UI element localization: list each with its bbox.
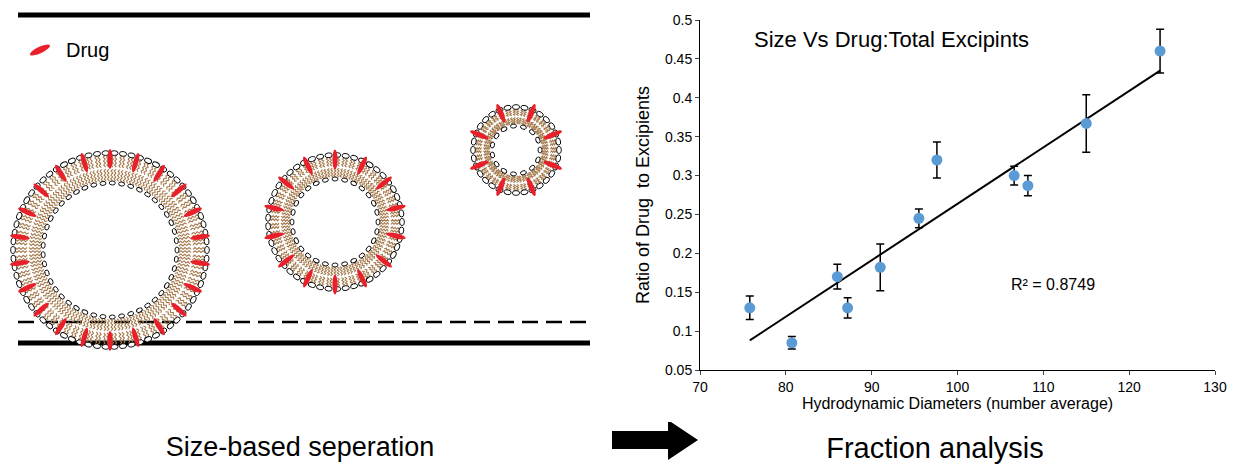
svg-text:0.15: 0.15 [665,284,692,300]
svg-text:0.35: 0.35 [665,129,692,145]
svg-text:Ratio of Drug to Excipients: Ratio of Drug to Excipients [633,86,653,304]
svg-text:70: 70 [692,379,708,395]
svg-text:0.5: 0.5 [673,12,693,28]
svg-text:100: 100 [946,379,970,395]
svg-text:0.45: 0.45 [665,51,692,67]
svg-text:0.05: 0.05 [665,362,692,378]
svg-text:110: 110 [1032,379,1055,395]
svg-text:0.25: 0.25 [665,206,692,222]
svg-text:130: 130 [1203,379,1227,395]
svg-text:Hydrodynamic Diameters (number: Hydrodynamic Diameters (number average) [802,395,1113,412]
svg-text:Size Vs Drug:Total Excipints: Size Vs Drug:Total Excipints [754,27,1029,52]
svg-text:Size-based seperation: Size-based seperation [166,432,435,462]
svg-text:Fraction analysis: Fraction analysis [826,432,1044,464]
svg-text:0.2: 0.2 [673,245,693,261]
svg-text:0.3: 0.3 [673,167,693,183]
svg-text:90: 90 [864,379,880,395]
svg-text:120: 120 [1117,379,1141,395]
svg-text:R² = 0.8749: R² = 0.8749 [1011,276,1095,293]
svg-text:80: 80 [778,379,794,395]
svg-text:0.1: 0.1 [673,323,693,339]
svg-text:Drug: Drug [66,39,109,61]
svg-text:0.4: 0.4 [673,90,693,106]
